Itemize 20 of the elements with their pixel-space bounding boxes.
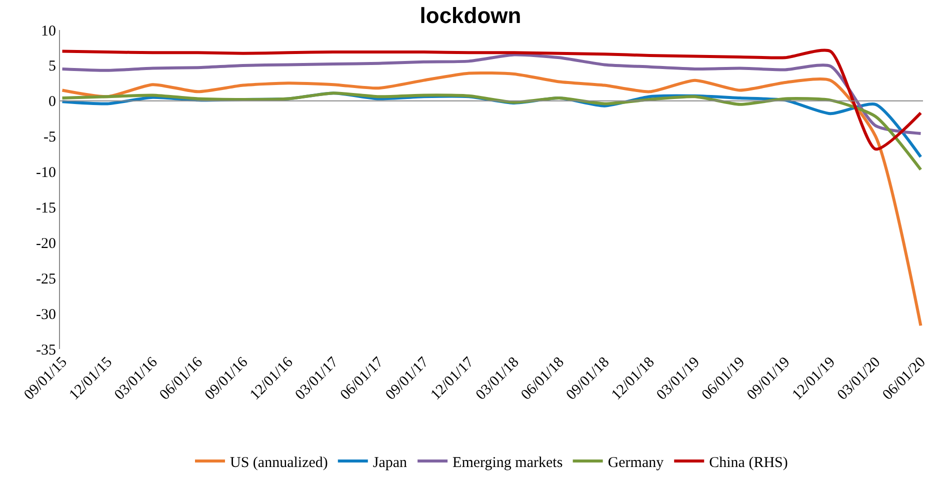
line-series (60, 71, 922, 328)
chart-title: lockdown (420, 2, 522, 28)
y-tick-label: -5 (44, 130, 56, 146)
y-tick-label: 5 (48, 58, 56, 75)
line-series (60, 53, 922, 135)
legend-label: Germany (608, 454, 664, 471)
line-series (60, 49, 922, 151)
y-tick-label: -30 (36, 306, 56, 323)
y-tick-label: 10 (41, 23, 56, 40)
y-tick-label: -10 (36, 165, 56, 182)
y-tick-label: 0 (48, 94, 56, 110)
legend-label: Japan (372, 454, 408, 471)
legend-label: Emerging markets (452, 454, 563, 471)
y-tick-label: -35 (36, 342, 56, 358)
legend-label: US (annualized) (230, 454, 328, 471)
y-tick-label: -15 (36, 200, 56, 216)
legend-label: China (RHS) (709, 454, 788, 471)
y-tick-label: -25 (36, 271, 56, 288)
line-series (60, 92, 922, 172)
y-tick-label: -20 (36, 236, 56, 252)
